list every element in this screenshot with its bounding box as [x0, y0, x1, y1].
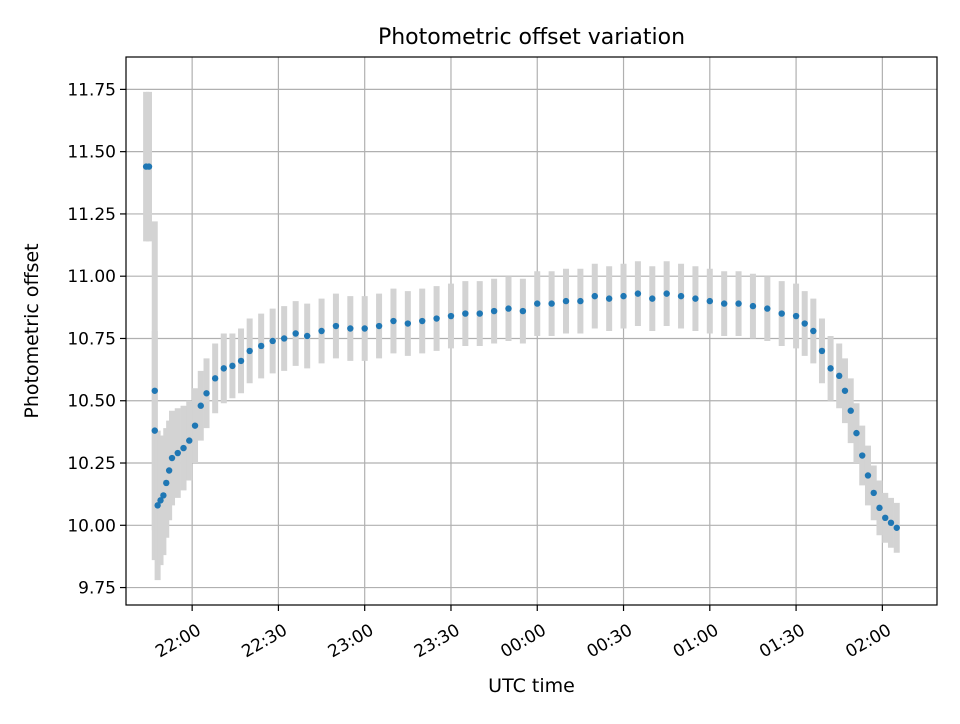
- data-point: [893, 524, 900, 531]
- plot-frame: [125, 56, 938, 606]
- data-point: [191, 422, 199, 429]
- data-point: [186, 437, 193, 444]
- data-point: [151, 387, 158, 394]
- data-point: [720, 300, 728, 307]
- data-point: [154, 502, 161, 509]
- data-point: [419, 317, 426, 325]
- data-point: [280, 335, 288, 342]
- data-point: [292, 330, 299, 337]
- y-axis-label: Photometric offset: [21, 243, 43, 418]
- data-point: [257, 342, 265, 350]
- data-point: [318, 327, 325, 335]
- data-point: [706, 297, 714, 305]
- data-point: [237, 357, 245, 365]
- data-point: [562, 297, 570, 305]
- data-point: [577, 297, 584, 305]
- data-point: [404, 320, 412, 327]
- data-point: [548, 300, 555, 307]
- data-point: [749, 302, 757, 310]
- data-point: [735, 300, 742, 307]
- data-point: [165, 467, 173, 474]
- data-point: [519, 307, 527, 315]
- y-tick-label: 10.25: [67, 454, 116, 474]
- y-tick-label: 11.75: [67, 80, 116, 100]
- chart-title: Photometric offset variation: [378, 25, 685, 50]
- data-point: [677, 292, 685, 300]
- data-point: [836, 372, 843, 380]
- y-axis-ticks: 9.75 10.00 10.25 10.50 10.75 11.00 11.25 11.50 1…: [67, 80, 126, 599]
- data-point: [692, 295, 699, 302]
- y-tick-label: 11.50: [67, 143, 116, 163]
- data-point: [827, 365, 834, 372]
- data-point: [870, 489, 877, 497]
- data-point: [197, 402, 204, 409]
- data-point: [810, 327, 817, 335]
- data-point: [505, 305, 512, 312]
- data-point: [151, 427, 158, 434]
- data-point: [145, 163, 153, 170]
- data-point: [246, 347, 253, 355]
- x-axis-label: UTC time: [488, 675, 575, 697]
- data-point: [634, 290, 642, 297]
- data-point: [649, 295, 656, 302]
- data-point: [847, 407, 854, 414]
- data-point: [853, 429, 860, 437]
- data-point: [174, 449, 181, 457]
- y-tick-label: 11.25: [67, 205, 116, 225]
- data-point: [882, 514, 889, 522]
- data-point: [476, 310, 483, 317]
- data-point: [876, 504, 883, 512]
- data-point: [887, 519, 895, 526]
- data-point: [490, 307, 498, 315]
- data-point: [620, 292, 627, 300]
- data-point: [764, 305, 771, 312]
- data-point: [361, 325, 368, 332]
- data-point: [841, 387, 849, 394]
- data-point: [447, 312, 455, 320]
- data-point: [605, 295, 613, 302]
- y-tick-label: 9.75: [78, 579, 116, 599]
- data-point: [203, 390, 210, 397]
- data-point: [390, 317, 397, 325]
- data-point: [663, 290, 670, 297]
- data-point: [375, 322, 383, 330]
- data-point: [157, 497, 164, 504]
- data-point: [462, 310, 469, 317]
- data-point: [534, 300, 541, 307]
- data-point: [269, 337, 276, 345]
- y-tick-label: 10.75: [67, 329, 116, 349]
- data-point: [591, 292, 598, 300]
- y-tick-label: 10.50: [67, 392, 116, 412]
- data-point: [180, 444, 187, 452]
- data-point: [778, 310, 785, 317]
- data-point: [163, 479, 170, 487]
- data-point: [347, 325, 354, 332]
- y-tick-label: 10.00: [67, 516, 116, 536]
- data-point: [433, 315, 440, 322]
- data-point: [792, 312, 800, 320]
- data-point: [160, 492, 167, 499]
- point-layer: [142, 163, 900, 531]
- data-point: [229, 362, 236, 370]
- data-point: [211, 375, 219, 382]
- y-tick-label: 11.00: [67, 267, 116, 287]
- data-point: [864, 472, 872, 479]
- data-point: [303, 332, 311, 340]
- data-point: [801, 320, 808, 327]
- data-point: [220, 365, 227, 372]
- data-point: [332, 322, 340, 330]
- data-point: [818, 347, 826, 355]
- data-point: [859, 452, 866, 459]
- grid-layer: [126, 57, 937, 605]
- data-point: [168, 454, 176, 462]
